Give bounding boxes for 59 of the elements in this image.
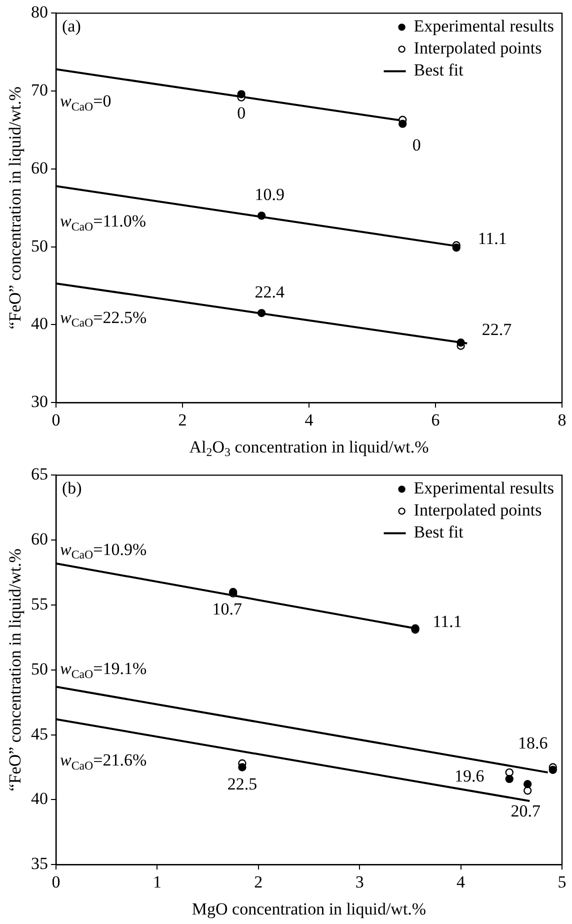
- y-tick-label: 50: [31, 236, 48, 256]
- point: [523, 786, 532, 795]
- point: [505, 774, 514, 784]
- x-tick-label: 8: [558, 410, 566, 430]
- annotation: 0: [237, 104, 246, 123]
- point: [548, 766, 557, 774]
- y-tick-label: 65: [31, 464, 48, 484]
- point: [452, 244, 460, 252]
- x-axis-title: MgO concentration in liquid/wt.%: [192, 899, 426, 918]
- y-tick-label: 45: [31, 724, 48, 744]
- point: [237, 90, 246, 98]
- x-tick-label: 4: [456, 872, 466, 892]
- y-tick-label: 30: [31, 392, 48, 412]
- y-tick-label: 50: [31, 659, 48, 678]
- y-axis-title: “FeO” concentration in liquid/wt.%: [5, 86, 24, 330]
- legend-label: Experimental results: [414, 16, 554, 36]
- legend-label: Interpolated points: [414, 500, 542, 520]
- x-tick-label: 6: [431, 410, 440, 430]
- y-tick-label: 35: [31, 854, 48, 874]
- x-tick-label: 0: [52, 872, 60, 892]
- legend-label: Interpolated points: [414, 38, 542, 58]
- x-tick-label: 0: [52, 410, 60, 430]
- x-tick-label: 1: [152, 872, 162, 892]
- y-tick-label: 70: [31, 80, 48, 100]
- x-tick-label: 2: [178, 410, 187, 430]
- legend-label: Best fit: [414, 522, 464, 542]
- annotation: 10.9: [254, 185, 284, 204]
- point: [456, 338, 465, 347]
- y-tick-label: 40: [31, 789, 48, 808]
- point: [398, 120, 407, 128]
- annotation: 11.1: [478, 229, 507, 248]
- annotation: 10.7: [212, 599, 242, 618]
- point: [257, 308, 266, 318]
- annotation: 11.1: [432, 612, 462, 631]
- legend-label: Best fit: [414, 60, 464, 80]
- legend-label: Experimental results: [414, 478, 554, 498]
- y-tick-label: 80: [31, 2, 48, 22]
- x-tick-label: 2: [254, 872, 263, 892]
- annotation: 20.7: [510, 802, 541, 821]
- point: [238, 763, 246, 772]
- annotation: 22.5: [227, 774, 258, 794]
- y-tick-label: 40: [31, 314, 48, 334]
- y-tick-label: 60: [31, 530, 48, 549]
- x-tick-label: 5: [558, 872, 566, 892]
- y-axis-title: “FeO” concentration in liquid/wt.%: [5, 548, 24, 792]
- annotation: 19.6: [454, 766, 484, 786]
- y-tick-label: 55: [31, 594, 48, 614]
- x-tick-label: 4: [304, 410, 314, 430]
- point: [523, 780, 532, 788]
- point: [505, 768, 514, 777]
- annotation: 22.4: [254, 282, 285, 302]
- y-tick-label: 60: [31, 158, 48, 178]
- point: [257, 212, 266, 220]
- annotation: 18.6: [518, 733, 548, 752]
- annotation: 0: [412, 135, 421, 154]
- x-tick-label: 3: [355, 872, 364, 892]
- annotation: 22.7: [482, 320, 512, 340]
- chart-title: (b): [62, 478, 82, 498]
- chart-title: (a): [62, 16, 81, 36]
